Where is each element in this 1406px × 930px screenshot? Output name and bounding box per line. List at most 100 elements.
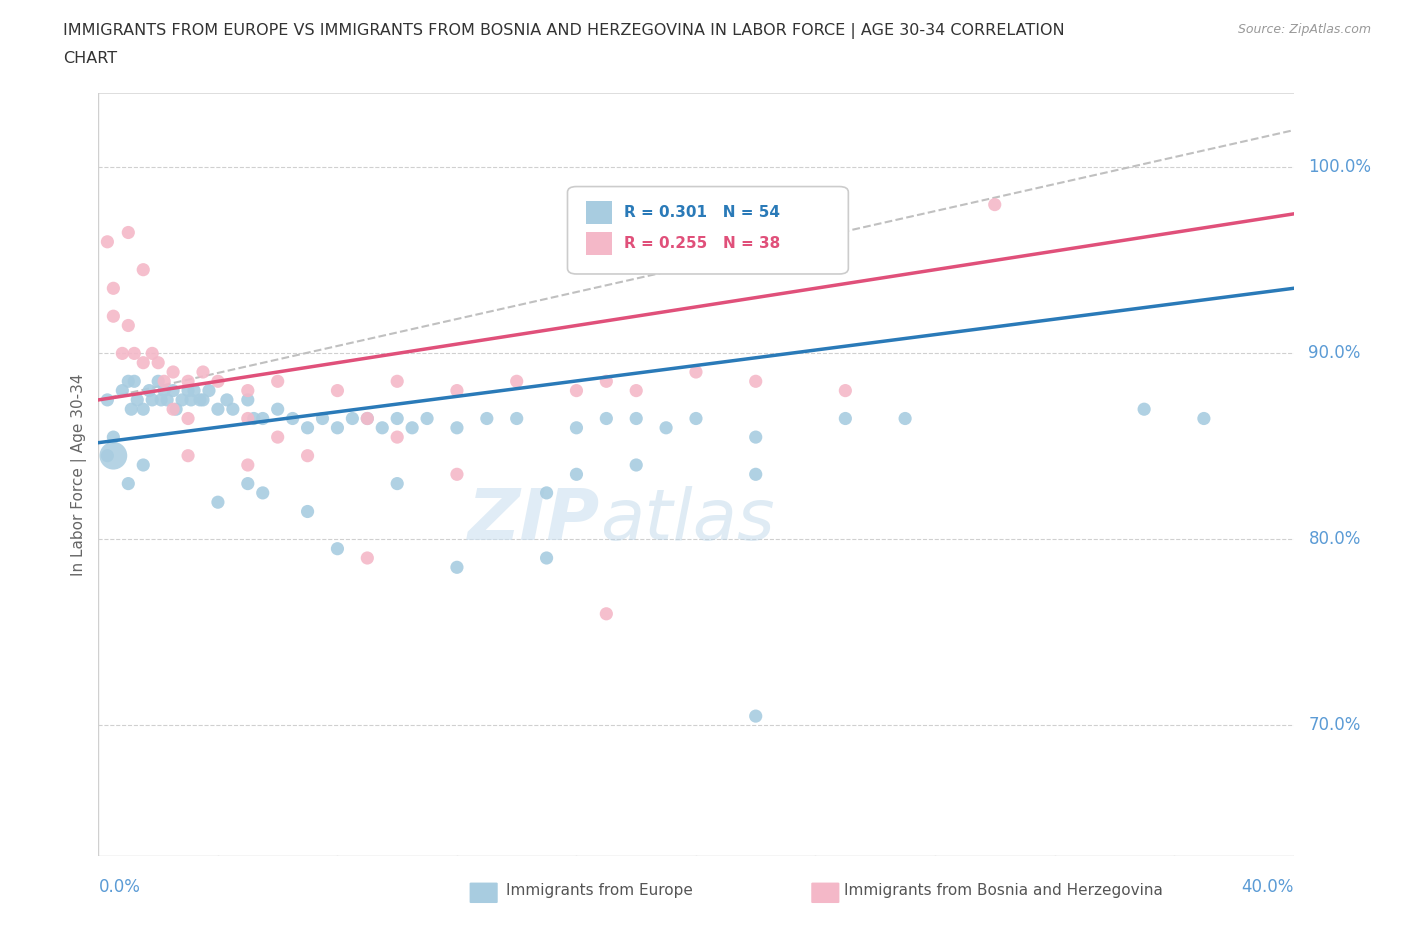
Point bbox=[132, 458, 155, 472]
Point bbox=[416, 411, 439, 426]
Point bbox=[156, 392, 179, 407]
Point bbox=[120, 402, 142, 417]
Text: 0.0%: 0.0% bbox=[98, 878, 141, 896]
Y-axis label: In Labor Force | Age 30-34: In Labor Force | Age 30-34 bbox=[72, 373, 87, 576]
Point bbox=[371, 420, 394, 435]
Point bbox=[446, 383, 468, 398]
Point bbox=[177, 383, 200, 398]
Point bbox=[446, 420, 468, 435]
Point bbox=[894, 411, 917, 426]
Point bbox=[1192, 411, 1215, 426]
Point bbox=[162, 365, 184, 379]
Point bbox=[162, 402, 184, 417]
Point bbox=[267, 430, 290, 445]
Point bbox=[745, 467, 768, 482]
Point bbox=[141, 392, 163, 407]
Point bbox=[506, 411, 529, 426]
Point bbox=[446, 467, 468, 482]
Point bbox=[745, 430, 768, 445]
Point bbox=[236, 411, 259, 426]
Point bbox=[326, 383, 349, 398]
Point bbox=[117, 374, 139, 389]
Point bbox=[385, 374, 409, 389]
Point bbox=[446, 560, 468, 575]
Point bbox=[506, 374, 529, 389]
Point bbox=[297, 504, 319, 519]
Text: 70.0%: 70.0% bbox=[1309, 716, 1361, 735]
Point bbox=[236, 392, 259, 407]
Point bbox=[148, 355, 170, 370]
Point bbox=[177, 411, 200, 426]
Text: Immigrants from Bosnia and Herzegovina: Immigrants from Bosnia and Herzegovina bbox=[844, 884, 1163, 898]
Point bbox=[356, 551, 378, 565]
Point bbox=[207, 374, 229, 389]
Point bbox=[177, 374, 200, 389]
Point bbox=[385, 476, 409, 491]
Point bbox=[111, 346, 134, 361]
Point bbox=[655, 420, 678, 435]
Text: 90.0%: 90.0% bbox=[1309, 344, 1361, 363]
Point bbox=[356, 411, 378, 426]
Point bbox=[536, 551, 558, 565]
Point bbox=[311, 411, 333, 426]
Point bbox=[150, 392, 173, 407]
Point bbox=[207, 402, 229, 417]
Point bbox=[356, 411, 378, 426]
Point bbox=[565, 420, 588, 435]
Point bbox=[475, 411, 498, 426]
Point bbox=[685, 365, 707, 379]
Point bbox=[103, 448, 125, 463]
Point bbox=[165, 402, 187, 417]
Point bbox=[595, 374, 617, 389]
Point bbox=[236, 383, 259, 398]
Point bbox=[198, 383, 221, 398]
Text: 80.0%: 80.0% bbox=[1309, 530, 1361, 549]
Point bbox=[626, 411, 648, 426]
Point bbox=[267, 402, 290, 417]
Point bbox=[281, 411, 304, 426]
Point bbox=[96, 234, 118, 249]
Bar bbox=[586, 201, 613, 224]
Point bbox=[595, 411, 617, 426]
Point bbox=[236, 458, 259, 472]
Point bbox=[626, 458, 648, 472]
Point bbox=[834, 383, 856, 398]
Point bbox=[565, 383, 588, 398]
Text: 40.0%: 40.0% bbox=[1241, 878, 1294, 896]
Point bbox=[180, 392, 202, 407]
Point bbox=[385, 411, 409, 426]
Point bbox=[172, 392, 194, 407]
Point bbox=[326, 420, 349, 435]
Point bbox=[215, 392, 238, 407]
Point bbox=[132, 262, 155, 277]
Point bbox=[117, 318, 139, 333]
Point bbox=[342, 411, 364, 426]
Point bbox=[188, 392, 211, 407]
Point bbox=[595, 606, 617, 621]
Point bbox=[148, 374, 170, 389]
Point bbox=[1133, 402, 1156, 417]
Point bbox=[162, 383, 184, 398]
Point bbox=[177, 448, 200, 463]
Point bbox=[96, 448, 118, 463]
Point bbox=[111, 383, 134, 398]
Point bbox=[626, 383, 648, 398]
Text: R = 0.255   N = 38: R = 0.255 N = 38 bbox=[624, 235, 780, 251]
Point bbox=[243, 411, 266, 426]
Text: CHART: CHART bbox=[63, 51, 117, 66]
Point bbox=[745, 709, 768, 724]
Text: Immigrants from Europe: Immigrants from Europe bbox=[506, 884, 693, 898]
Point bbox=[96, 392, 118, 407]
Text: ZIP: ZIP bbox=[468, 485, 600, 554]
Point bbox=[153, 374, 176, 389]
Point bbox=[207, 495, 229, 510]
Bar bbox=[586, 232, 613, 255]
Point bbox=[297, 448, 319, 463]
FancyBboxPatch shape bbox=[568, 187, 848, 274]
Text: R = 0.301   N = 54: R = 0.301 N = 54 bbox=[624, 206, 780, 220]
Point bbox=[138, 383, 160, 398]
Point bbox=[103, 281, 125, 296]
Point bbox=[132, 355, 155, 370]
Point bbox=[326, 541, 349, 556]
Point bbox=[252, 411, 274, 426]
